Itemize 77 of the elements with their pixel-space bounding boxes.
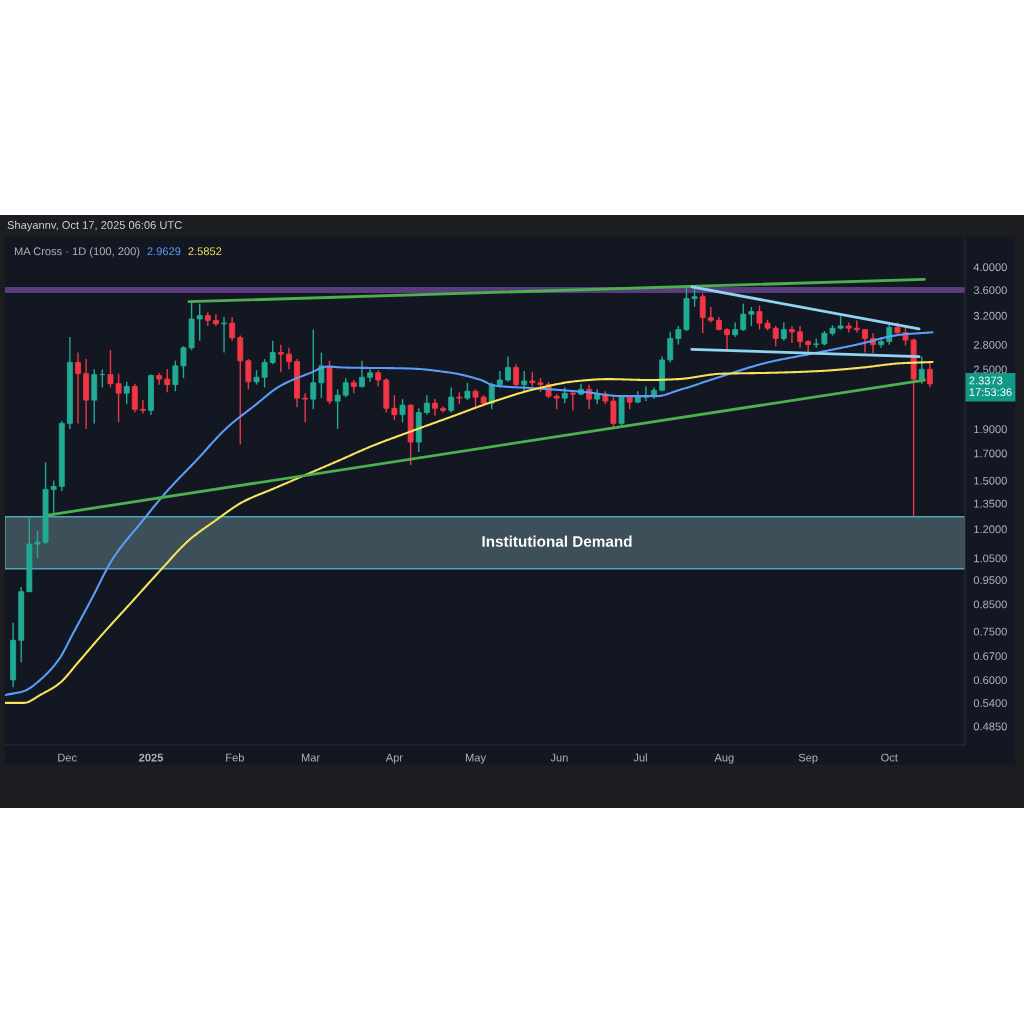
x-tick-label: Dec (58, 753, 77, 762)
x-tick-label: Feb (226, 753, 244, 762)
y-tick-label: 3.2000 (973, 311, 1007, 320)
candlestick (853, 319, 860, 334)
y-tick-label: 2.5000 (973, 365, 1007, 374)
y-tick-label: 1.2000 (974, 525, 1007, 534)
candlestick (221, 316, 227, 354)
candlestick (391, 394, 398, 421)
y-tick-label: 1.0500 (974, 554, 1007, 563)
y-tick-label: 0.8500 (973, 600, 1007, 609)
candlestick (196, 302, 203, 342)
candlestick (237, 334, 244, 446)
candlestick (521, 370, 528, 392)
candlestick (277, 343, 284, 373)
candlestick (918, 355, 925, 385)
chart-title: Shayannv, Oct 17, 2025 06:06 UTC (7, 220, 182, 232)
y-tick-label: 0.6700 (973, 652, 1007, 661)
y-tick-label: 0.6000 (973, 676, 1007, 685)
candlestick (318, 351, 325, 399)
candlestick (342, 377, 349, 398)
text: 2.9629 (147, 247, 181, 256)
candlestick (245, 358, 252, 391)
candlestick (229, 316, 236, 342)
candlestick (399, 398, 406, 423)
legend-title: MA Cross · 1D (100, 200) (14, 247, 140, 258)
x-tick-label: 2025 (139, 753, 164, 762)
candlestick (75, 351, 81, 425)
candlestick (667, 331, 674, 364)
candlestick (302, 392, 309, 423)
x-tick-label: Aug (714, 753, 734, 764)
candlestick (724, 327, 730, 351)
x-tick-label: Sep (798, 753, 818, 764)
x-tick-label: Oct (881, 753, 898, 762)
candlestick (286, 347, 292, 370)
candlestick (513, 363, 520, 388)
candlestick (797, 325, 803, 349)
y-tick-label: 2.8000 (973, 340, 1007, 349)
candlestick (732, 321, 739, 338)
candlestick (805, 339, 812, 354)
candlestick (505, 355, 511, 383)
y-tick-label: 0.4850 (973, 722, 1007, 731)
band-label: Institutional Demand (482, 535, 632, 547)
x-tick-label: Mar (301, 753, 320, 762)
candlestick (788, 325, 795, 344)
candlestick (448, 386, 455, 414)
y-tick-label: 0.9500 (973, 576, 1007, 585)
candlestick (334, 388, 341, 430)
candlestick (926, 361, 933, 389)
candlestick (139, 399, 146, 415)
y-tick-label: 0.5400 (973, 699, 1007, 708)
y-tick-label: 1.3500 (974, 499, 1007, 508)
x-tick-label: May (465, 753, 487, 764)
y-tick-label: 1.5000 (974, 476, 1007, 485)
candlestick (740, 302, 747, 332)
candlestick (123, 381, 130, 405)
candlestick (131, 383, 138, 414)
candlestick (50, 479, 57, 518)
y-tick-label: 0.7500 (973, 627, 1007, 636)
x-tick-label: Apr (385, 753, 403, 764)
candlestick (310, 328, 317, 411)
y-tick-label: 1.9000 (974, 425, 1007, 434)
candlestick (780, 321, 787, 342)
candlestick (164, 368, 171, 393)
text: 2.3373 17:53:36 (969, 376, 1012, 397)
x-tick-label: Jun (550, 753, 568, 762)
y-tick-label: 1.7000 (974, 449, 1007, 458)
text: 2.5852 (188, 247, 222, 256)
candlestick (359, 360, 365, 389)
candlestick (699, 292, 706, 334)
candlestick (423, 394, 430, 416)
candlestick (269, 340, 276, 365)
y-tick-label: 3.6000 (973, 286, 1007, 295)
x-tick-label: Jul (633, 753, 647, 762)
candlestick (748, 306, 755, 327)
candlestick (569, 389, 576, 412)
candlestick (772, 325, 779, 347)
y-tick-label: 4.0000 (973, 263, 1007, 272)
